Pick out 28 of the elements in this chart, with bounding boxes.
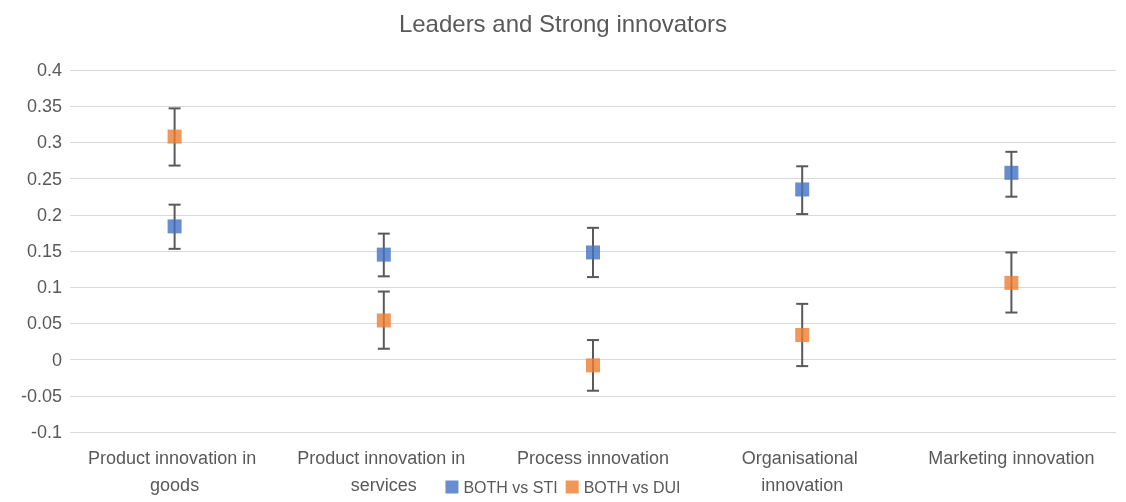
chart-title: Leaders and Strong innovators: [398, 9, 728, 37]
x-tick-label: Marketing innovation: [928, 447, 1095, 468]
y-tick-label: 0.25: [26, 168, 62, 189]
point: [376, 247, 391, 262]
legend-label: BOTH vs STI: [463, 478, 558, 496]
y-tick-label: 0.4: [36, 60, 62, 80]
y-tick-label: 0.35: [26, 96, 62, 117]
point: [1004, 165, 1019, 180]
y-tick-label: 0.2: [36, 204, 62, 225]
y-tick-label: 0.05: [26, 313, 62, 334]
point: [1004, 275, 1019, 290]
point: [167, 219, 182, 234]
x-tick-label: Process innovation: [516, 447, 670, 468]
x-tick-label: Organisational innovation: [741, 447, 863, 495]
point: [795, 327, 810, 342]
x-tick-label: Product innovation in goods: [88, 447, 262, 495]
point: [795, 182, 810, 197]
y-tick-label: -0.1: [30, 422, 62, 442]
legend-label: BOTH vs DUI: [583, 478, 681, 496]
y-tick-label: 0.3: [36, 132, 62, 153]
point: [586, 358, 600, 373]
point: [167, 129, 182, 144]
y-tick-label: 0: [51, 349, 62, 370]
point: [376, 313, 391, 328]
y-tick-label: 0.1: [36, 277, 62, 298]
y-tick-label: -0.05: [20, 385, 62, 406]
y-tick-label: 0.15: [26, 241, 62, 261]
point: [586, 245, 600, 260]
